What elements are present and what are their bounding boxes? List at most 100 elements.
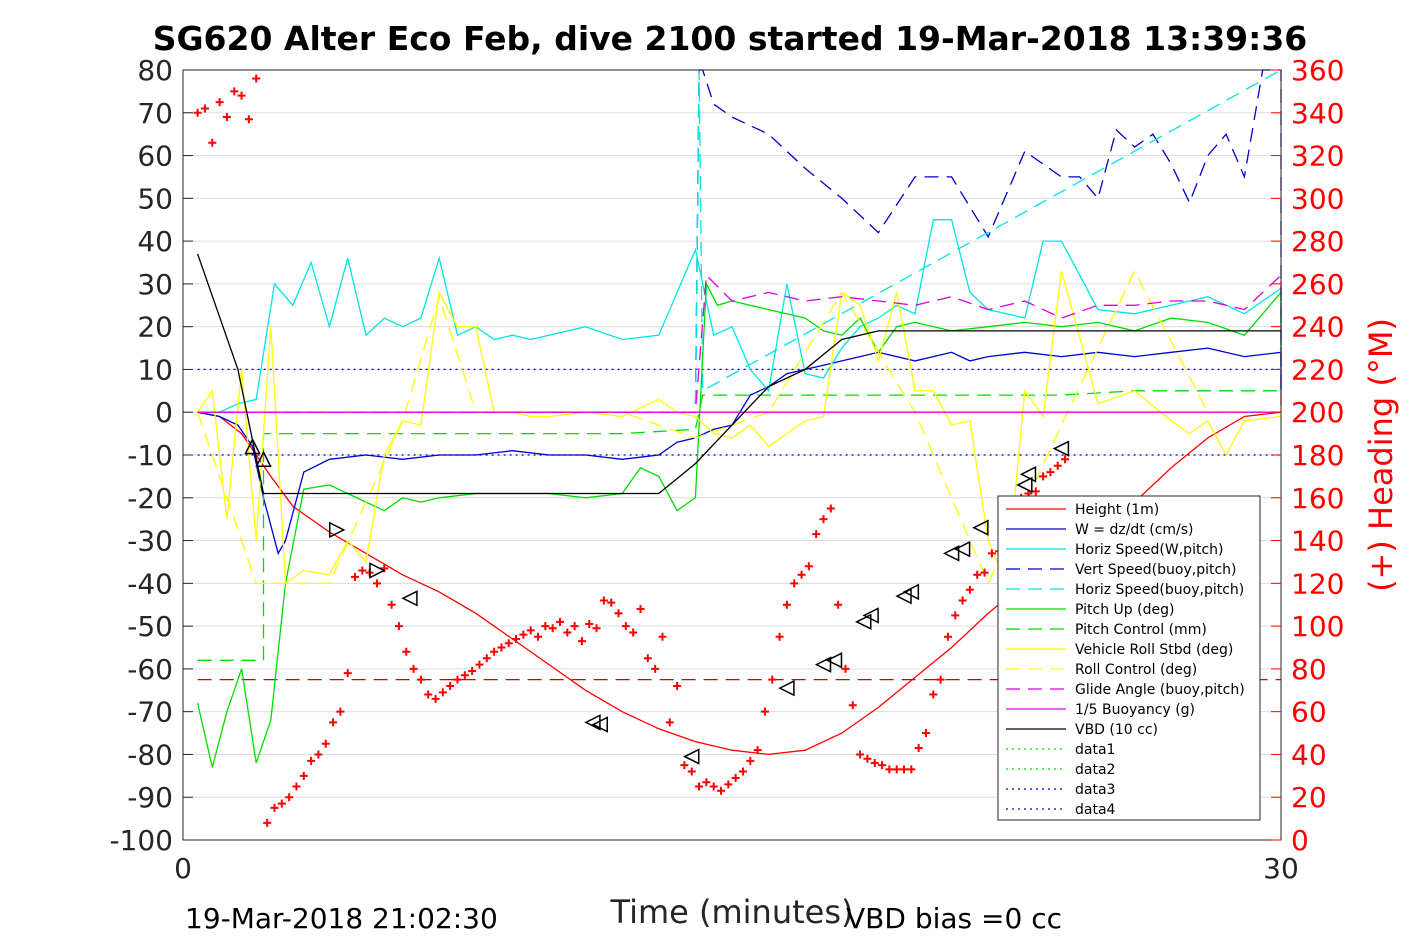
- heading-point: [870, 759, 879, 767]
- heading-point: [541, 622, 550, 631]
- triangle-marker-left: [953, 540, 971, 558]
- heading-point: [358, 566, 367, 575]
- y2-tick-label: 220: [1291, 353, 1344, 386]
- heading-point: [431, 694, 440, 703]
- triangle-marker-left: [972, 519, 989, 536]
- heading-point: [768, 675, 777, 684]
- legend-label: Vert Speed(buoy,pitch): [1075, 562, 1237, 578]
- heading-point: [980, 568, 989, 577]
- heading-point: [409, 664, 418, 673]
- triangle-markers: [244, 437, 1070, 765]
- legend-label: W = dz/dt (cm/s): [1075, 522, 1194, 538]
- legend-label: Vehicle Roll Stbd (deg): [1075, 642, 1233, 658]
- heading-point: [200, 104, 209, 113]
- x-tick-label: 0: [174, 852, 192, 885]
- heading-point: [614, 609, 623, 618]
- triangle-marker-left: [1016, 476, 1033, 494]
- y-tick-label: -80: [127, 738, 173, 771]
- heading-point: [1061, 455, 1070, 464]
- y-tick-label: 30: [137, 268, 173, 301]
- y-tick-label: -20: [127, 482, 173, 515]
- series-horiz-speed-w-pitch: [197, 219, 1282, 413]
- y2-tick-label: 280: [1291, 225, 1344, 258]
- heading-point: [607, 598, 616, 607]
- series-vehicle-roll-stbd-deg: [197, 270, 1282, 585]
- right-axis: 3603403203002802602402202001801601401201…: [1271, 54, 1344, 857]
- heading-point: [372, 579, 381, 588]
- triangle-marker-left: [1052, 440, 1070, 457]
- triangle-marker-right: [328, 521, 346, 539]
- y2-tick-label: 340: [1291, 97, 1344, 130]
- heading-point: [193, 108, 202, 117]
- footer-vbd-bias: VBD bias =0 cc: [846, 902, 1062, 935]
- heading-point: [900, 765, 909, 774]
- heading-point: [965, 585, 974, 594]
- heading-point: [237, 91, 246, 100]
- heading-point: [244, 115, 253, 124]
- triangle-marker-left: [895, 587, 912, 605]
- heading-point: [643, 654, 652, 663]
- y-tick-label: -70: [127, 696, 173, 729]
- x-axis-label: Time (minutes): [610, 893, 854, 931]
- heading-point: [321, 739, 330, 748]
- y2-tick-label: 140: [1291, 525, 1344, 558]
- heading-point: [548, 624, 557, 633]
- heading-point: [592, 624, 601, 633]
- heading-points: [193, 74, 1070, 827]
- y-tick-label: -100: [109, 824, 173, 857]
- triangle-marker-left: [902, 583, 920, 601]
- heading-point: [636, 605, 645, 613]
- y2-tick-label: 300: [1291, 182, 1344, 215]
- heading-point: [826, 504, 835, 513]
- triangle-marker-left: [942, 545, 960, 562]
- y-tick-label: -30: [127, 525, 173, 558]
- heading-point: [402, 647, 411, 656]
- y-tick-label: 50: [137, 182, 173, 215]
- y-tick-label: 60: [137, 140, 173, 173]
- heading-point: [475, 660, 484, 669]
- heading-point: [482, 654, 491, 663]
- heading-point: [651, 664, 660, 673]
- heading-point: [790, 579, 799, 588]
- heading-point: [760, 707, 769, 716]
- legend-label: 1/5 Buoyancy (g): [1075, 702, 1195, 718]
- triangle-marker-left: [862, 607, 879, 624]
- legend-label: Horiz Speed(W,pitch): [1075, 542, 1223, 558]
- legend-label: data1: [1075, 742, 1115, 758]
- heading-point: [270, 803, 279, 812]
- legend-label: VBD (10 cc): [1075, 722, 1158, 738]
- heading-point: [577, 637, 586, 646]
- heading-point: [673, 682, 682, 690]
- y2-tick-label: 360: [1291, 54, 1344, 87]
- y-tick-label: 80: [137, 54, 173, 87]
- y-tick-label: -10: [127, 439, 173, 472]
- y2-tick-label: 80: [1291, 653, 1327, 686]
- heading-point: [215, 98, 224, 107]
- heading-point: [753, 746, 762, 755]
- triangle-marker-left: [584, 714, 601, 731]
- triangle-marker-left: [855, 613, 872, 631]
- heading-point: [724, 780, 733, 789]
- heading-point: [208, 138, 217, 147]
- heading-point: [885, 765, 894, 774]
- legend-label: data2: [1075, 762, 1115, 778]
- legend-label: Pitch Up (deg): [1075, 602, 1174, 618]
- heading-point: [856, 750, 865, 759]
- legend: Height (1m) W = dz/dt (cm/s) Horiz Speed(W…: [997, 495, 1261, 821]
- heading-point: [878, 761, 887, 770]
- y-tick-label: 0: [155, 396, 173, 429]
- heading-point: [863, 754, 872, 763]
- triangle-marker-left: [825, 652, 843, 669]
- heading-point: [292, 782, 301, 791]
- heading-point: [1053, 461, 1062, 470]
- heading-point: [336, 707, 345, 716]
- heading-point: [804, 562, 813, 571]
- heading-point: [468, 667, 477, 676]
- heading-point: [702, 778, 711, 787]
- legend-label: Pitch Control (mm): [1075, 622, 1207, 638]
- heading-point: [534, 632, 543, 641]
- y2-tick-label: 240: [1291, 311, 1344, 344]
- heading-point: [1046, 468, 1055, 477]
- heading-point: [329, 718, 338, 727]
